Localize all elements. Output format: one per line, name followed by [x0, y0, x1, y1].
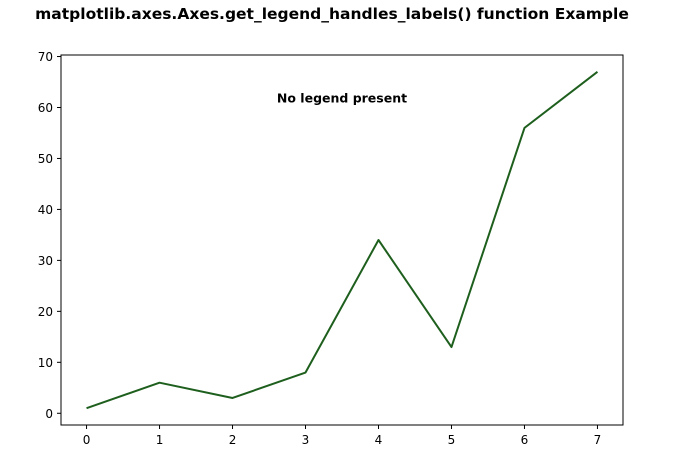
- x-tick-label: 5: [448, 433, 456, 447]
- x-tick-label: 7: [594, 433, 602, 447]
- x-tick-label: 1: [156, 433, 164, 447]
- y-tick-label: 30: [38, 254, 53, 268]
- x-tick-label: 2: [229, 433, 237, 447]
- x-tick-label: 6: [521, 433, 529, 447]
- x-axis: 0 1 2 3 4 5 6 7: [83, 425, 602, 447]
- series-line: [86, 71, 599, 410]
- y-axis: 0 10 20 30 40 50 60 70: [38, 50, 61, 421]
- y-tick-label: 50: [38, 152, 53, 166]
- y-tick-label: 20: [38, 305, 53, 319]
- y-tick-label: 40: [38, 203, 53, 217]
- x-tick-label: 4: [375, 433, 383, 447]
- annotations: No legend present: [277, 90, 407, 105]
- annotation-no-legend: No legend present: [277, 90, 407, 105]
- y-tick-label: 70: [38, 50, 53, 64]
- y-tick-label: 60: [38, 101, 53, 115]
- y-tick-label: 0: [45, 407, 53, 421]
- x-tick-label: 3: [302, 433, 310, 447]
- x-tick-label: 0: [83, 433, 91, 447]
- chart-title: matplotlib.axes.Axes.get_legend_handles_…: [35, 5, 629, 23]
- plot-area: 0 1 2 3 4 5 6 7 0 10 20 30 40 50 60 70 No legend prese…: [38, 50, 624, 447]
- axes-frame: [60, 54, 624, 426]
- y-tick-label: 10: [38, 356, 53, 370]
